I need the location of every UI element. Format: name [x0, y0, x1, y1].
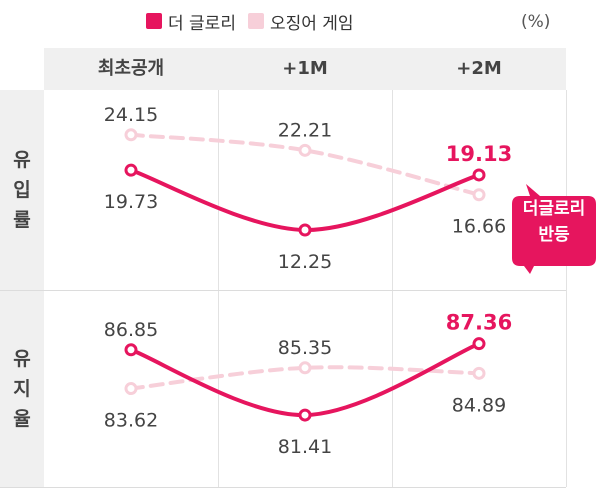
data-point-squid [298, 361, 312, 375]
callout-line: 더글로리 [522, 199, 586, 219]
row-header-inflow: 유 입 률 [0, 90, 44, 290]
data-label-squid: 85.35 [278, 337, 332, 359]
column-header-2m: +2M [456, 58, 502, 79]
legend-swatch-squid [247, 13, 264, 29]
data-point-squid [472, 188, 486, 202]
column-header-bar [44, 48, 566, 90]
data-point-glory [298, 408, 312, 422]
row-header-retention-char: 율 [13, 408, 31, 430]
data-label-glory: 87.36 [446, 311, 512, 335]
series-line-squid [129, 132, 481, 197]
row-header-retention-char: 유 [13, 348, 31, 370]
legend: 더 글로리 오징어 게임 [146, 8, 366, 34]
data-point-glory [124, 343, 138, 357]
data-label-glory: 19.73 [104, 191, 158, 213]
data-point-glory [472, 337, 486, 351]
column-header-initial: 최초공개 [97, 58, 165, 79]
callout-line: 반등 [538, 225, 570, 245]
callout-text: 더글로리 반등 [510, 196, 598, 266]
row-header-bg-inflow [0, 90, 44, 290]
legend-swatch-glory [146, 13, 162, 29]
data-label-squid: 16.66 [452, 216, 506, 238]
grid-hline [0, 487, 566, 488]
data-label-squid: 83.62 [104, 410, 158, 432]
data-point-glory [124, 163, 138, 177]
legend-item-glory: 더 글로리 [146, 9, 236, 34]
data-point-glory [298, 223, 312, 237]
data-point-squid [124, 382, 138, 396]
grid-vline [566, 90, 567, 487]
row-header-retention-char: 지 [13, 378, 31, 400]
row-header-bg-retention [0, 291, 44, 487]
data-point-glory [472, 168, 486, 182]
legend-label-glory: 더 글로리 [168, 13, 236, 34]
row-header-inflow-char: 유 [13, 149, 31, 171]
data-label-glory: 12.25 [278, 251, 332, 273]
grid-vline [392, 90, 393, 487]
data-label-glory: 86.85 [104, 319, 158, 341]
data-label-glory: 81.41 [278, 436, 332, 458]
row-header-inflow-char: 률 [13, 209, 31, 231]
data-point-squid [124, 128, 138, 142]
data-label-glory: 19.13 [446, 142, 512, 166]
data-point-squid [472, 366, 486, 380]
column-header-1m: +1M [282, 58, 328, 79]
grid-vline [218, 90, 219, 487]
callout-bubble [512, 184, 596, 274]
legend-item-squid: 오징어 게임 [247, 9, 354, 34]
series-line-squid [129, 365, 481, 391]
row-header-retention: 유 지 율 [0, 291, 44, 487]
data-label-squid: 22.21 [278, 119, 332, 141]
grid-hline [0, 290, 566, 291]
legend-label-squid: 오징어 게임 [269, 13, 354, 34]
data-point-squid [298, 143, 312, 157]
data-label-squid: 24.15 [104, 104, 158, 126]
unit-label: (%) [521, 12, 551, 32]
row-header-inflow-char: 입 [13, 179, 31, 201]
data-label-squid: 84.89 [452, 394, 506, 416]
